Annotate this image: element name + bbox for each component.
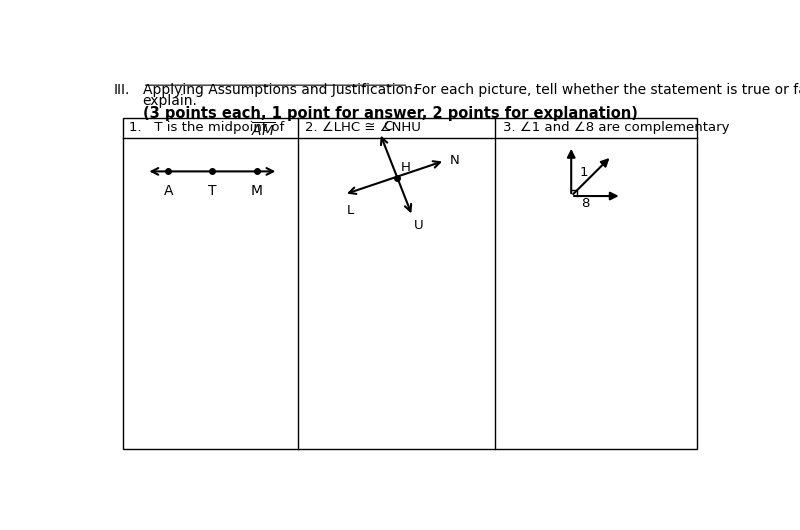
Text: U: U [414, 219, 423, 232]
Text: $\overline{AM}$: $\overline{AM}$ [251, 121, 275, 139]
Text: (3 points each, 1 point for answer, 2 points for explanation): (3 points each, 1 point for answer, 2 po… [142, 106, 638, 121]
Text: explain.: explain. [142, 94, 198, 109]
Text: 1: 1 [580, 166, 588, 180]
Text: 8: 8 [582, 197, 590, 210]
Text: C: C [384, 120, 393, 133]
Bar [123, 118, 697, 448]
Text: N: N [450, 154, 459, 167]
Text: 2. ∠LHC ≅ ∠NHU: 2. ∠LHC ≅ ∠NHU [306, 121, 422, 134]
Text: L: L [346, 204, 354, 217]
Text: Applying Assumptions and Justification:: Applying Assumptions and Justification: [142, 83, 417, 97]
Text: 1.   T is the midpoint of: 1. T is the midpoint of [130, 121, 289, 134]
Text: For each picture, tell whether the statement is true or false and: For each picture, tell whether the state… [410, 83, 800, 97]
Text: III.: III. [114, 83, 130, 97]
Text: A: A [163, 184, 173, 198]
Text: M: M [250, 184, 262, 198]
Text: 3. ∠1 and ∠8 are complementary: 3. ∠1 and ∠8 are complementary [503, 121, 730, 134]
Text: T: T [208, 184, 217, 198]
Text: H: H [401, 161, 410, 174]
